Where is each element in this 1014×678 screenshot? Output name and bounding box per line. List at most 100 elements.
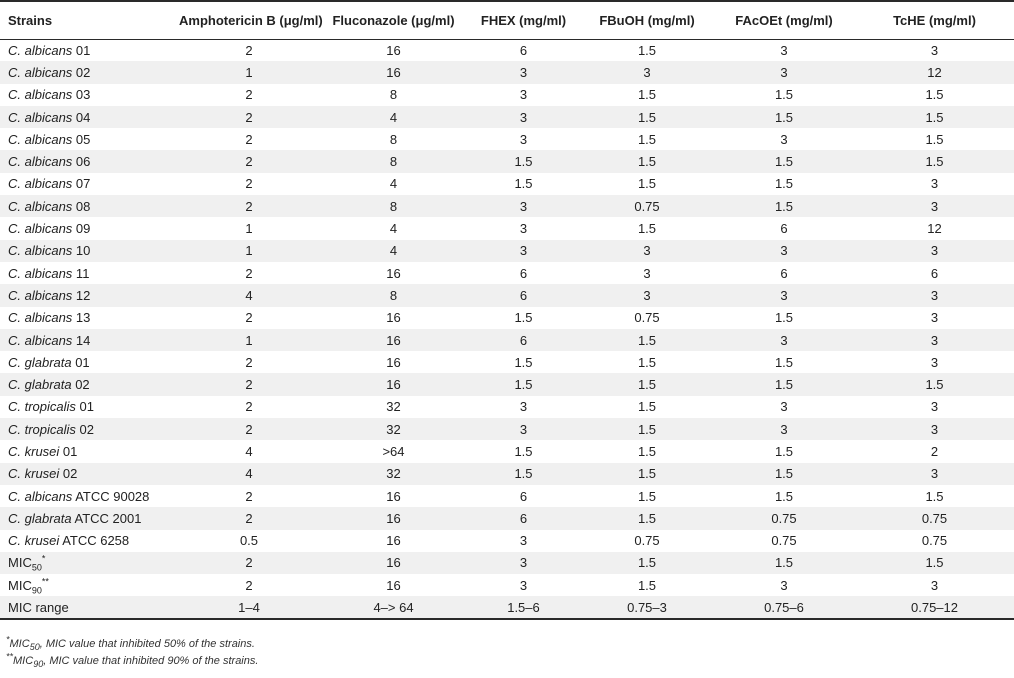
header-fluconazole: Fluconazole (μg/ml) <box>321 0 466 40</box>
strain-cell: C. albicans 02 <box>0 61 177 83</box>
table-cell: 3 <box>519 421 528 437</box>
summary-label: MIC90** <box>0 574 177 596</box>
strain-species: C. albicans <box>8 488 73 504</box>
table-cell: 8 <box>389 87 398 103</box>
footnote-mark: * <box>6 634 10 645</box>
table-row: C. glabrata ATCC 2001 2 16 6 1.5 0.75 0.75 <box>0 507 1014 530</box>
table-cell: 3 <box>930 243 939 259</box>
table-cell: 4 <box>245 287 253 303</box>
table-cell: 3 <box>930 399 939 415</box>
table-cell: 2 <box>245 354 253 370</box>
table-cell: 6 <box>519 488 528 504</box>
table-cell: 1.5 <box>514 354 533 370</box>
table-cell: 0.75 <box>771 533 797 549</box>
table-cell: 3 <box>643 287 651 303</box>
table-cell: 1.5 <box>637 555 657 571</box>
table-cell: 32 <box>386 421 401 437</box>
table-cell: 1.5 <box>925 131 944 147</box>
strain-species: C. tropicalis <box>8 399 76 415</box>
strain-cell: C. glabrata 01 <box>0 351 177 373</box>
header-fbuoh: FBuOH (mg/ml) <box>581 0 713 40</box>
strain-id: 10 <box>72 243 91 259</box>
table-cell: 2 <box>245 399 253 415</box>
strain-id: 01 <box>71 354 90 370</box>
table-cell: 6 <box>519 510 528 526</box>
table-cell: 3 <box>780 399 788 415</box>
strain-species: C. albicans <box>8 109 73 125</box>
strain-cell: C. albicans 11 <box>0 262 177 284</box>
table-row: C. albicans 09 1 4 3 1.5 6 12 <box>0 217 1014 239</box>
table-cell: 2 <box>245 577 253 593</box>
summary-row-range: MIC range 1–4 4–> 64 1.5–6 0.75–3 0.75–6 0.75–… <box>0 596 1014 620</box>
strain-cell: C. albicans 14 <box>0 329 177 351</box>
strain-id: ATCC 6258 <box>59 533 130 549</box>
strain-cell: C. albicans 03 <box>0 84 177 106</box>
table-row: C. albicans 11 2 16 6 3 6 6 <box>0 262 1014 284</box>
table-cell: 1.5 <box>637 176 657 192</box>
table-row: C. albicans 10 1 4 3 3 3 3 <box>0 239 1014 262</box>
table-row: C. krusei 02 4 32 1.5 1.5 1.5 3 <box>0 462 1014 485</box>
strain-id: 14 <box>72 332 91 348</box>
table-cell: 6 <box>519 332 528 348</box>
footnote-mic50: *MIC50, MIC value that inhibited 50% of … <box>6 634 1014 653</box>
table-cell: 3 <box>930 42 939 58</box>
table-cell: 3 <box>519 533 528 549</box>
table-cell: 0.75 <box>634 310 660 326</box>
strain-id: 02 <box>75 421 94 437</box>
strain-id: 11 <box>72 265 90 281</box>
footnote-mic90: **MIC90, MIC value that inhibited 90% of… <box>6 652 1014 670</box>
table-cell: 6 <box>780 265 788 281</box>
table-cell: 1.5 <box>514 176 533 192</box>
table-cell: 1.5 <box>774 176 794 192</box>
strain-species: C. albicans <box>8 176 73 192</box>
table-cell: 3 <box>643 265 651 281</box>
table-cell: 8 <box>389 154 398 170</box>
strain-id: 09 <box>72 221 91 237</box>
table-cell: 1.5 <box>637 377 657 393</box>
table-cell: 3 <box>930 287 939 303</box>
summary-label-base: MIC <box>8 577 32 593</box>
strain-id: 06 <box>72 154 91 170</box>
table-cell: 1.5 <box>774 87 794 103</box>
strain-id: 02 <box>72 64 91 80</box>
table-row: C. albicans 08 2 8 3 0.75 1.5 3 <box>0 195 1014 218</box>
table-cell: 1.5 <box>637 109 657 125</box>
table-cell: 0.75–12 <box>855 596 1014 620</box>
table-cell: 3 <box>519 87 528 103</box>
strain-cell: C. albicans 13 <box>0 307 177 329</box>
table-cell: 4 <box>245 443 253 459</box>
strain-cell: C. krusei 02 <box>0 463 177 485</box>
table-cell: 16 <box>386 42 401 58</box>
table-cell: 4 <box>389 176 398 192</box>
table-row: C. albicans 05 2 8 3 1.5 3 1.5 <box>0 128 1014 150</box>
summary-label-sub: 50 <box>31 563 42 574</box>
strain-species: C. glabrata <box>8 377 72 393</box>
table-cell: 8 <box>389 198 398 214</box>
table-row: C. albicans 07 2 4 1.5 1.5 1.5 3 <box>0 173 1014 195</box>
table-cell: 6 <box>519 265 528 281</box>
table-cell: 16 <box>386 354 401 370</box>
table-cell: 2 <box>245 87 253 103</box>
header-amphotericin-b: Amphotericin B (μg/ml) <box>177 0 323 40</box>
table-cell: 3 <box>780 64 788 80</box>
table-cell: 32 <box>386 466 401 482</box>
header-strains: Strains <box>0 0 177 40</box>
table-cell: 3 <box>930 421 939 437</box>
strain-id: ATCC 90028 <box>72 488 150 504</box>
strain-species: C. glabrata <box>8 354 72 370</box>
table-cell: 3 <box>930 332 939 348</box>
strain-cell: C. albicans 10 <box>0 240 177 262</box>
table-cell: >64 <box>382 443 405 459</box>
strain-id: 05 <box>72 131 91 147</box>
table-cell: 12 <box>927 64 942 80</box>
table-cell: 1 <box>245 243 253 259</box>
table-cell: 16 <box>386 555 401 571</box>
table-cell: 1.5 <box>514 443 533 459</box>
table-cell: 1.5 <box>514 377 533 393</box>
table-cell: 3 <box>519 64 528 80</box>
table-cell: 0.75–6 <box>713 596 855 620</box>
table-cell: 2 <box>245 488 253 504</box>
table-cell: 1.5 <box>925 488 944 504</box>
table-cell: 3 <box>519 399 528 415</box>
